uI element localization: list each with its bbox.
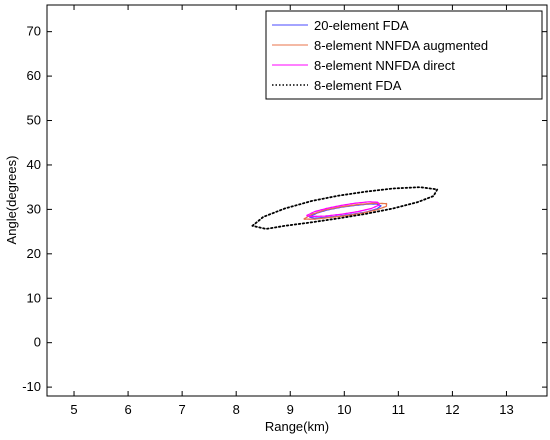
x-tick-label: 11 [392,402,406,417]
y-tick-label: 40 [27,157,41,172]
series-dots-2 [306,201,381,218]
y-tick-label: 10 [27,290,41,305]
legend-box [265,10,543,100]
y-axis-label: Angle(degrees) [4,156,19,245]
y-tick-label: 20 [27,246,41,261]
x-tick-label: 5 [70,402,77,417]
x-tick-label: 7 [179,402,186,417]
legend-label-2: 8-element NNFDA direct [314,58,455,73]
x-tick-label: 10 [337,402,351,417]
x-tick-labels: 5 6 7 8 9 10 11 12 13 [70,402,513,417]
series-dots-1 [303,202,388,220]
y-tick-label: 30 [27,201,41,216]
legend-label-1: 8-element NNFDA augmented [314,38,488,53]
x-tick-label: 8 [233,402,240,417]
x-tick-label: 9 [287,402,294,417]
legend: 20-element FDA 8-element NNFDA augmented 8… [265,10,543,100]
y-tick-label: 60 [27,68,41,83]
x-tick-label: 6 [124,402,131,417]
y-tick-label: 70 [27,24,41,39]
legend-label-0: 20-element FDA [314,18,409,33]
series-layer [251,186,439,230]
y-tick-label: -10 [22,379,41,394]
axis-ticks [47,5,547,396]
y-tick-label: 0 [34,335,41,350]
x-tick-label: 13 [499,402,513,417]
legend-label-3: 8-element FDA [314,78,402,93]
y-tick-labels: -10 0 10 20 30 40 50 60 70 [22,24,41,394]
x-axis-label: Range(km) [265,419,329,434]
x-tick-label: 12 [445,402,459,417]
series-line-3 [251,186,439,230]
y-tick-label: 50 [27,113,41,128]
